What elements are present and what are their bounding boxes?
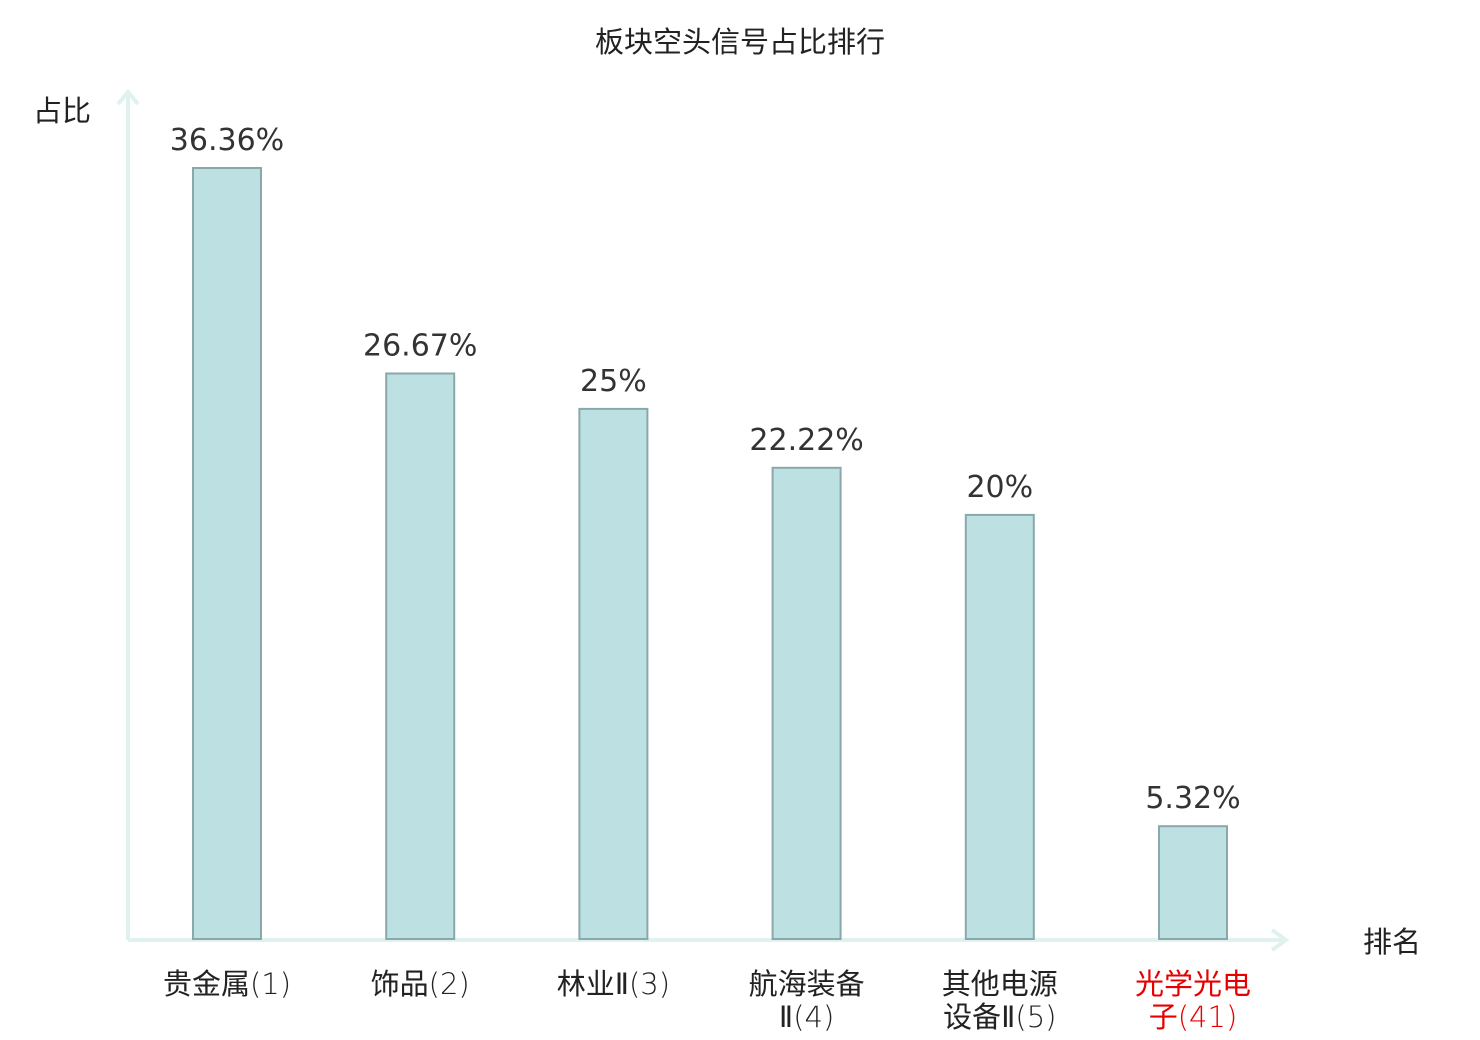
x-axis-arrow <box>1270 928 1290 952</box>
value-label: 36.36% <box>170 123 284 158</box>
category-label: 光学光电 <box>1135 967 1251 1001</box>
category-label: 子(41) <box>1149 1000 1238 1034</box>
category-label: 设备Ⅱ(5) <box>943 1000 1056 1034</box>
bars-group <box>192 167 1228 941</box>
value-labels-group: 36.36% 26.67% 25% 22.22% 20% 5.32% <box>170 123 1241 816</box>
category-label: 其他电源 <box>942 967 1058 1001</box>
value-label: 22.22% <box>749 423 863 458</box>
chart-title: 板块空头信号占比排行 <box>595 25 885 59</box>
axes <box>116 88 1290 952</box>
value-label: 5.32% <box>1145 781 1240 816</box>
value-label: 26.67% <box>363 329 477 364</box>
bar <box>771 466 842 940</box>
category-label: 航海装备 <box>749 967 865 1001</box>
bar <box>964 513 1035 941</box>
value-label: 25% <box>580 364 647 399</box>
category-label: 林业Ⅱ(3) <box>557 967 670 1001</box>
category-label: 贵金属(1) <box>163 967 291 1001</box>
y-axis-arrow <box>116 88 140 106</box>
bar <box>578 407 649 940</box>
bar <box>192 167 262 940</box>
category-label: Ⅱ(4) <box>779 1000 834 1034</box>
x-axis-label: 排名 <box>1363 925 1421 959</box>
bar <box>1158 825 1228 941</box>
y-axis-label: 占比 <box>33 94 91 128</box>
value-label: 20% <box>966 470 1033 505</box>
category-label: 饰品(2) <box>371 967 470 1001</box>
bar <box>385 372 456 940</box>
